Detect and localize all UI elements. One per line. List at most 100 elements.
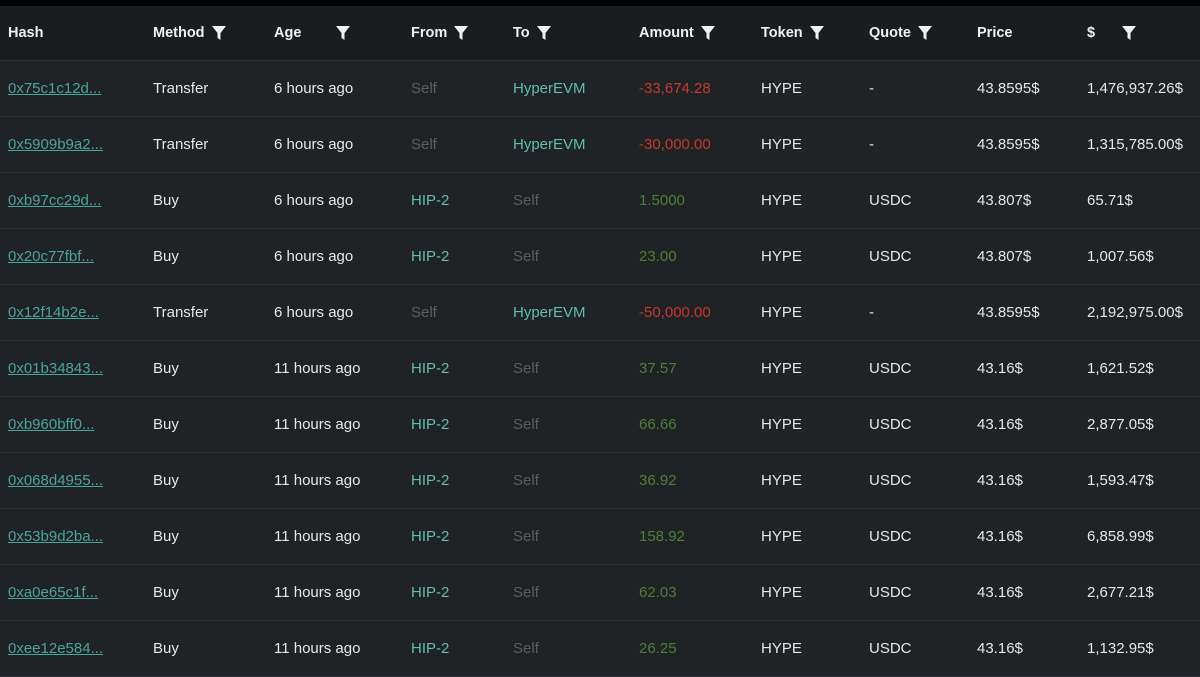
hash-link[interactable]: 0x12f14b2e...	[8, 304, 99, 321]
table-cell: HYPE	[761, 285, 802, 340]
hash-link[interactable]: 0xb97cc29d...	[8, 192, 102, 209]
table-cell: Self	[411, 285, 437, 340]
cell-text: HYPE	[761, 192, 802, 209]
table-row: 0x01b34843... Buy 11 hours ago HIP-2 Self 37.…	[0, 341, 1200, 397]
cell-text: HYPE	[761, 136, 802, 153]
table-cell: HIP-2	[411, 509, 449, 564]
table-cell: Self	[411, 61, 437, 116]
table-row: 0xb960bff0... Buy 11 hours ago HIP-2 Self 66.…	[0, 397, 1200, 453]
hash-link[interactable]: 0xee12e584...	[8, 640, 104, 657]
header-label: Token	[761, 25, 803, 41]
table-cell: -33,674.28	[639, 61, 711, 116]
cell-text: 6 hours ago	[274, 136, 354, 153]
table-cell: HYPE	[761, 509, 802, 564]
cell-text: Transfer	[153, 80, 209, 97]
hash-link[interactable]: 0x01b34843...	[8, 360, 104, 377]
funnel-shape	[454, 25, 469, 40]
table-cell: HIP-2	[411, 173, 449, 228]
funnel-glyph	[336, 25, 351, 40]
table-cell: HIP-2	[411, 565, 449, 620]
table-cell: 1,132.95$	[1087, 621, 1154, 676]
table-cell: Self	[513, 509, 539, 564]
table-cell: HYPE	[761, 621, 802, 676]
table-cell: HyperEVM	[513, 285, 586, 340]
table-cell: Buy	[153, 621, 179, 676]
table-cell: 11 hours ago	[274, 621, 360, 676]
filter-icon[interactable]	[917, 25, 933, 42]
table-cell: 2,192,975.00$	[1087, 285, 1183, 340]
table-cell: -	[869, 117, 874, 172]
filter-icon[interactable]	[700, 25, 716, 42]
funnel-shape	[917, 25, 932, 40]
table-cell: 43.16$	[977, 621, 1023, 676]
cell-text: USDC	[869, 528, 912, 545]
cell-text: 43.8595$	[977, 80, 1040, 97]
table-cell: 11 hours ago	[274, 565, 360, 620]
table-cell: 1,621.52$	[1087, 341, 1154, 396]
cell-text: 2,677.21$	[1087, 584, 1154, 601]
table-cell: USDC	[869, 565, 912, 620]
hash-link[interactable]: 0xb960bff0...	[8, 416, 95, 433]
cell-text: HIP-2	[411, 640, 450, 657]
cell-text: 6 hours ago	[274, 80, 354, 97]
cell-text: 43.16$	[977, 416, 1023, 433]
cell-text: 11 hours ago	[274, 472, 361, 489]
table-cell: Buy	[153, 453, 179, 508]
table-cell: 43.16$	[977, 509, 1023, 564]
funnel-shape	[211, 25, 226, 40]
table-cell: Transfer	[153, 61, 208, 116]
table-cell: 65.71$	[1087, 173, 1133, 228]
funnel-glyph	[211, 25, 226, 40]
hash-link[interactable]: 0x20c77fbf...	[8, 248, 94, 265]
filter-icon[interactable]	[335, 25, 351, 42]
table-cell: 11 hours ago	[274, 509, 360, 564]
filter-icon[interactable]	[211, 25, 227, 42]
table-cell: HYPE	[761, 341, 802, 396]
table-cell: USDC	[869, 229, 912, 284]
hash-link[interactable]: 0xa0e65c1f...	[8, 584, 99, 601]
table-cell: 43.16$	[977, 453, 1023, 508]
filter-icon[interactable]	[1121, 25, 1137, 42]
funnel-shape	[336, 25, 351, 40]
cell-text: -30,000.00	[639, 136, 711, 153]
table-cell: HIP-2	[411, 397, 449, 452]
cell-text: 6 hours ago	[274, 248, 354, 265]
hash-link[interactable]: 0x5909b9a2...	[8, 136, 104, 153]
cell-text: 26.25	[639, 640, 677, 657]
cell-text: Self	[513, 416, 539, 433]
table-cell: 11 hours ago	[274, 341, 360, 396]
header-cell: Age	[274, 6, 351, 60]
cell-text: HIP-2	[411, 584, 450, 601]
cell-text: Self	[411, 304, 437, 321]
cell-text: HIP-2	[411, 192, 450, 209]
cell-text: 36.92	[639, 472, 677, 489]
hash-link[interactable]: 0x068d4955...	[8, 472, 104, 489]
header-cell: To	[513, 6, 552, 60]
hash-link[interactable]: 0x75c1c12d...	[8, 80, 102, 97]
cell-text: 11 hours ago	[274, 360, 361, 377]
funnel-glyph	[536, 25, 551, 40]
table-cell: 11 hours ago	[274, 397, 360, 452]
funnel-glyph	[700, 25, 715, 40]
header-label: Method	[153, 25, 205, 41]
table-cell: HYPE	[761, 453, 802, 508]
filter-icon[interactable]	[453, 25, 469, 42]
table-cell: 1,007.56$	[1087, 229, 1154, 284]
filter-icon[interactable]	[809, 25, 825, 42]
cell-text: 2,192,975.00$	[1087, 304, 1183, 321]
hash-link[interactable]: 0x53b9d2ba...	[8, 528, 104, 545]
table-row: 0x53b9d2ba... Buy 11 hours ago HIP-2 Self 158…	[0, 509, 1200, 565]
table-cell: 6 hours ago	[274, 229, 353, 284]
table-cell: 2,677.21$	[1087, 565, 1154, 620]
table-row: 0xb97cc29d... Buy 6 hours ago HIP-2 Self 1.50…	[0, 173, 1200, 229]
cell-text: USDC	[869, 192, 912, 209]
cell-text: HyperEVM	[513, 136, 586, 153]
cell-text: 43.807$	[977, 192, 1032, 209]
table-row: 0xee12e584... Buy 11 hours ago HIP-2 Self 26.…	[0, 621, 1200, 677]
cell-text: 11 hours ago	[274, 416, 361, 433]
header-label: Amount	[639, 25, 694, 41]
funnel-glyph	[454, 25, 469, 40]
cell-text: USDC	[869, 584, 912, 601]
table-cell: 0x20c77fbf...	[8, 229, 94, 284]
filter-icon[interactable]	[536, 25, 552, 42]
